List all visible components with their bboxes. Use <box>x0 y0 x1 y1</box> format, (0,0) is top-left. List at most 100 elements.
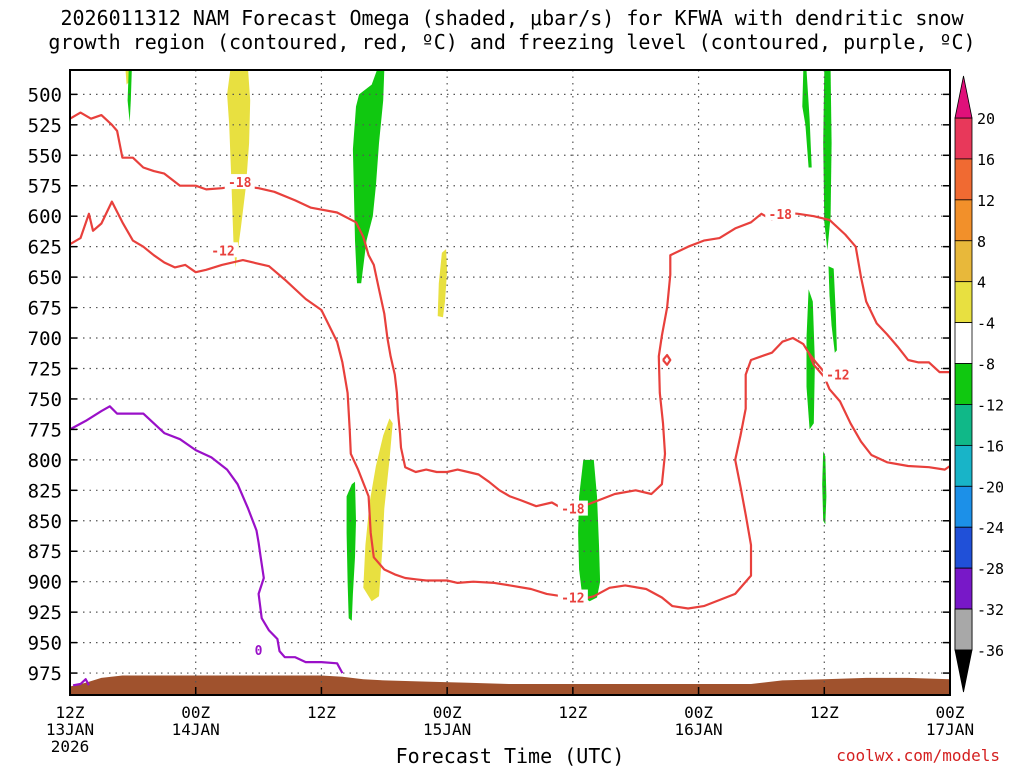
x-tick-label: 00Z <box>433 703 462 722</box>
colorbar-segment <box>954 199 973 242</box>
colorbar-label: -36 <box>977 642 1004 660</box>
x-tick-label: 00Z <box>684 703 713 722</box>
colorbar-label: 8 <box>977 233 986 251</box>
colorbar-segment <box>954 404 973 446</box>
x-axis-title: Forecast Time (UTC) <box>395 744 625 768</box>
colorbar-segment <box>954 485 973 528</box>
y-tick-label: 550 <box>28 145 62 167</box>
contour-label-bg <box>243 641 274 657</box>
grid-layer <box>69 70 951 695</box>
contour-freezing-level <box>69 405 344 674</box>
terrain-layer <box>70 675 950 695</box>
omega-region-4 <box>127 70 132 123</box>
colorbar-label: -24 <box>977 519 1004 537</box>
colorbar-segment <box>954 322 973 364</box>
terrain-area <box>70 675 950 695</box>
colorbar-segment <box>954 608 973 651</box>
y-tick-label: 925 <box>28 602 62 624</box>
colorbar-label: 4 <box>977 274 986 292</box>
y-tick-label: 900 <box>28 572 62 594</box>
contour-label-bg <box>207 242 238 258</box>
contour-label: -18 <box>228 176 252 191</box>
y-tick-label: 750 <box>28 389 62 411</box>
omega-region-5 <box>352 70 385 284</box>
y-tick-label: 775 <box>28 419 62 441</box>
x-tick-label: 12Z <box>558 703 587 722</box>
contour-label: -18 <box>769 208 793 223</box>
colorbar-bottom-arrow <box>954 649 973 693</box>
omega-region-3 <box>363 418 393 602</box>
contour-label: 0 <box>255 644 263 659</box>
contour-label-bg <box>224 174 255 190</box>
colorbar-segment <box>954 117 973 160</box>
contour-label: -12 <box>561 592 584 607</box>
y-tick-label: 525 <box>28 115 62 137</box>
y-tick-label: 725 <box>28 358 62 380</box>
y-tick-label: 825 <box>28 480 62 502</box>
y-tick-label: 950 <box>28 633 62 655</box>
contour-layer: -18 -12 -12 -12 -18 -18 0 <box>69 111 951 687</box>
x-tick-label: 17JAN <box>926 720 974 739</box>
x-tick-label: 12Z <box>56 703 85 722</box>
colorbar-segment <box>954 281 973 324</box>
omega-region-12 <box>822 451 827 525</box>
y-tick-label: 700 <box>28 328 62 350</box>
contour-label-bg <box>557 500 588 516</box>
y-axis: 500 525 550 575 600 625 650 675 700 725 750 775 800 8… <box>28 84 950 685</box>
omega-region-8 <box>802 70 812 168</box>
colorbar-label: -4 <box>977 315 995 333</box>
y-tick-label: 625 <box>28 237 62 259</box>
colorbar-segment <box>954 567 973 610</box>
source-credit: coolwx.com/models <box>836 746 1000 765</box>
colorbar-label: -20 <box>977 478 1004 496</box>
colorbar-label: -28 <box>977 560 1004 578</box>
chart-title-line2: growth region (contoured, red, ºC) and f… <box>48 30 976 54</box>
omega-region-7 <box>578 459 601 602</box>
omega-region-10 <box>828 266 837 353</box>
omega-shading-layer <box>125 70 837 621</box>
omega-region-1 <box>227 70 251 268</box>
omega-region-9 <box>823 70 832 251</box>
x-tick-label: 16JAN <box>674 720 722 739</box>
x-tick-label: 15JAN <box>423 720 471 739</box>
contour-small-loop <box>662 354 672 366</box>
contour-freezing-level-blip <box>72 678 90 687</box>
contour-dgz-lower <box>69 200 951 610</box>
colorbar-label: 20 <box>977 110 995 128</box>
contour-label: -18 <box>561 503 585 518</box>
omega-region-6 <box>346 481 356 621</box>
x-tick-label: 12Z <box>810 703 839 722</box>
chart-title-line1: 2026011312 NAM Forecast Omega (shaded, μ… <box>60 6 964 30</box>
y-tick-label: 850 <box>28 511 62 533</box>
x-tick-label: 14JAN <box>172 720 220 739</box>
y-tick-label: 800 <box>28 450 62 472</box>
contour-label-bg <box>822 366 853 382</box>
y-tick-label: 875 <box>28 541 62 563</box>
x-tick-label: 13JAN <box>46 720 94 739</box>
x-tick-label: 12Z <box>307 703 336 722</box>
contour-label-bg <box>557 589 588 605</box>
colorbar-top-arrow <box>954 75 973 119</box>
y-tick-label: 975 <box>28 663 62 685</box>
colorbar-segment <box>954 444 973 487</box>
colorbar-segment <box>954 526 973 569</box>
x-tick-label: 2026 <box>51 737 90 756</box>
colorbar: 20 16 12 8 4 -4 -8 -12 -16 -20 -24 -28 -32 -36 <box>954 75 1004 693</box>
x-tick-label: 00Z <box>181 703 210 722</box>
contour-dgz-upper <box>69 111 950 513</box>
plot-frame <box>69 69 951 696</box>
colorbar-label: 12 <box>977 192 995 210</box>
colorbar-segment <box>954 240 973 283</box>
chart-title: 2026011312 NAM Forecast Omega (shaded, μ… <box>0 6 1024 54</box>
y-tick-label: 500 <box>28 84 62 106</box>
contour-dgz-lower-tail <box>807 352 826 373</box>
omega-region-2 <box>437 249 448 318</box>
contour-label: -12 <box>826 369 849 384</box>
x-tick-label: 00Z <box>936 703 965 722</box>
colorbar-label: -16 <box>977 437 1004 455</box>
y-tick-label: 650 <box>28 267 62 289</box>
y-tick-label: 575 <box>28 176 62 198</box>
colorbar-label: -8 <box>977 356 995 374</box>
